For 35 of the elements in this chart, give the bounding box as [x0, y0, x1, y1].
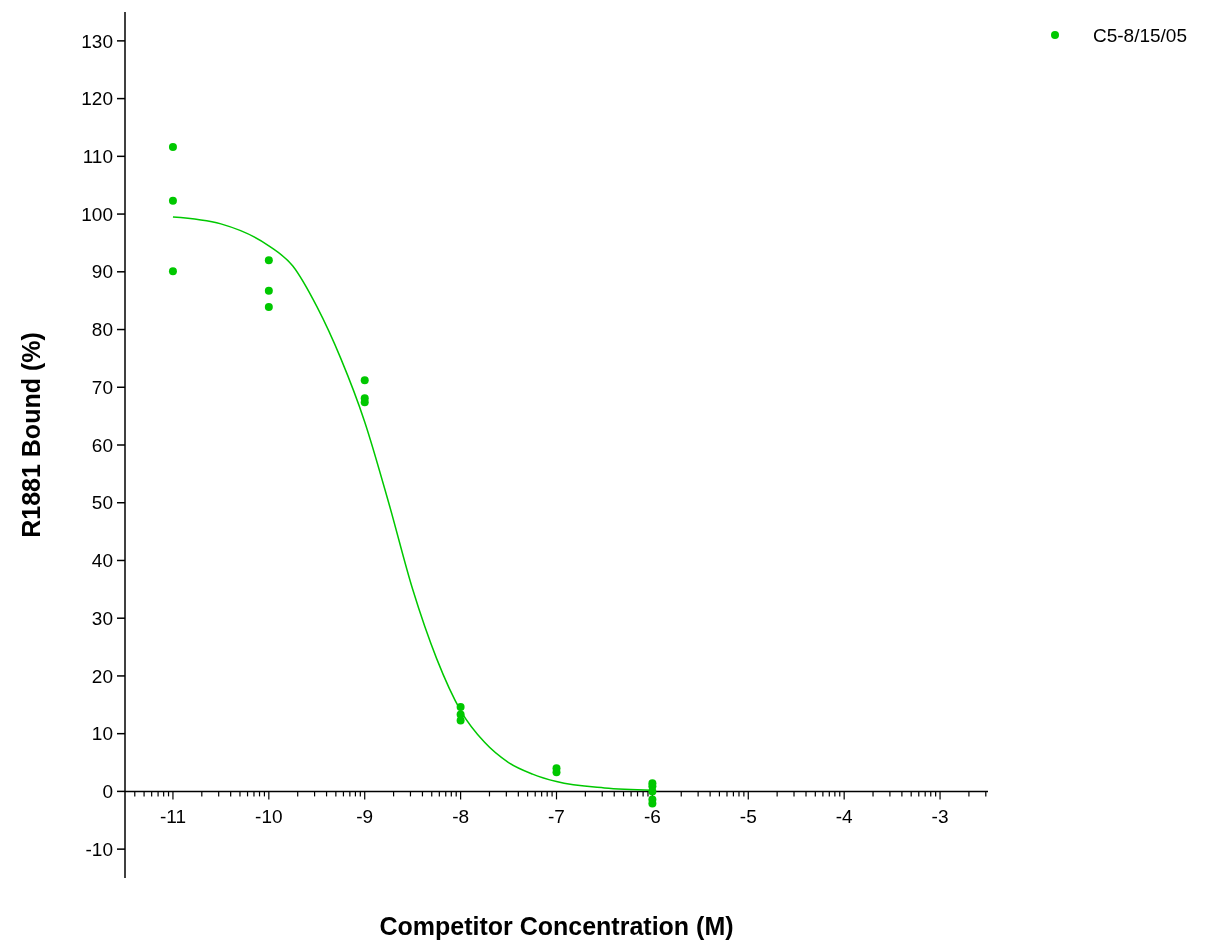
y-tick-label: 40	[91, 550, 113, 572]
point	[264, 303, 273, 312]
point	[264, 286, 273, 295]
point	[168, 267, 177, 276]
y-tick-label: 70	[91, 376, 113, 398]
y-tick-label: 20	[91, 665, 113, 687]
point	[456, 716, 465, 725]
y-tick-label: 130	[81, 30, 113, 52]
y-tick-label: 10	[91, 723, 113, 745]
x-tick-label: -6	[643, 806, 661, 828]
y-tick-label: 120	[81, 88, 113, 110]
point	[168, 196, 177, 205]
x-tick-label: -3	[931, 806, 949, 828]
x-tick-label: -5	[739, 806, 757, 828]
x-tick-label: -8	[452, 806, 470, 828]
point	[168, 143, 177, 152]
y-tick-label: 0	[102, 781, 113, 803]
x-axis-title: Competitor Concentration (M)	[379, 912, 734, 940]
x-tick-label: -4	[835, 806, 854, 828]
point	[360, 376, 369, 385]
x-tick-label: -9	[356, 806, 374, 828]
y-tick-label: 30	[91, 607, 113, 629]
y-tick-label: 100	[81, 203, 113, 225]
x-tick-label: -11	[159, 806, 186, 828]
x-tick-label: -10	[255, 806, 283, 828]
y-tick-label: 60	[91, 434, 113, 456]
legend-label: C5-8/15/05	[1093, 24, 1188, 46]
y-tick-label: 80	[91, 319, 113, 341]
y-tick-label: 90	[91, 261, 113, 283]
y-axis-title: R1881 Bound (%)	[17, 332, 45, 538]
y-tick-label: 50	[91, 492, 113, 514]
point	[264, 256, 273, 265]
y-tick-label: 110	[82, 145, 113, 167]
x-tick-label: -7	[548, 806, 565, 828]
y-tick-label: -10	[85, 838, 113, 860]
